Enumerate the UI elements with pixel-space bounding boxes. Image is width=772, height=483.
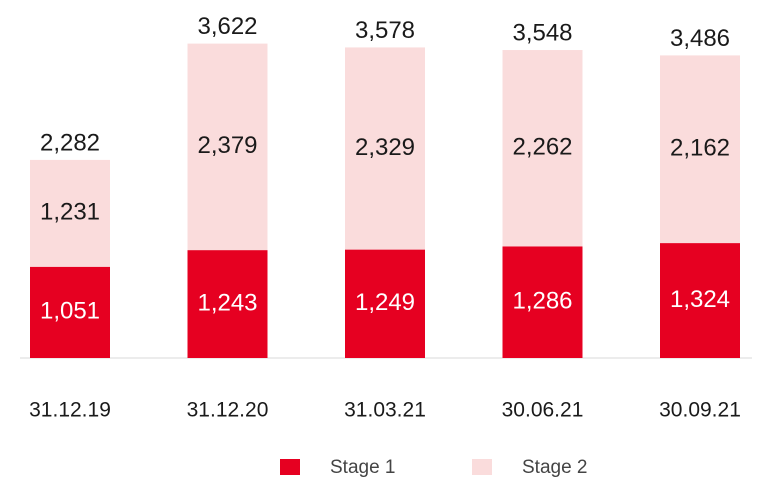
value-label: 1,324	[670, 286, 730, 313]
total-label: 3,578	[355, 17, 415, 44]
bar-segment	[502, 246, 583, 358]
value-label: 1,249	[355, 289, 415, 316]
x-tick-label: 31.12.19	[29, 399, 111, 422]
bar-segment	[345, 249, 425, 358]
x-tick-label: 31.03.21	[344, 399, 426, 422]
total-label: 3,548	[512, 19, 572, 46]
value-label: 2,162	[670, 135, 730, 162]
x-tick-label: 30.09.21	[659, 399, 741, 422]
legend-label: Stage 2	[522, 457, 588, 478]
bar-segment	[660, 55, 740, 244]
bar-segment	[660, 243, 740, 358]
bar-segment	[187, 43, 268, 251]
bar-segment	[30, 159, 110, 267]
bar-segment	[345, 47, 425, 250]
bar-segment	[502, 50, 583, 247]
value-label: 2,329	[355, 134, 415, 161]
legend-swatch	[472, 459, 492, 475]
x-tick-label: 30.06.21	[502, 399, 584, 422]
total-label: 2,282	[40, 129, 100, 156]
bar-segment	[187, 250, 268, 358]
x-tick-label: 31.12.20	[187, 399, 269, 422]
value-label: 1,231	[40, 199, 100, 226]
value-label: 2,262	[512, 134, 572, 161]
legend-swatch	[280, 459, 300, 475]
legend-label: Stage 1	[330, 457, 396, 478]
value-label: 1,051	[40, 298, 100, 325]
value-label: 1,286	[512, 288, 572, 315]
value-label: 1,243	[197, 289, 257, 316]
total-label: 3,486	[670, 25, 730, 52]
bar-segment	[30, 266, 110, 358]
total-label: 3,622	[197, 13, 257, 40]
value-label: 2,379	[197, 132, 257, 159]
